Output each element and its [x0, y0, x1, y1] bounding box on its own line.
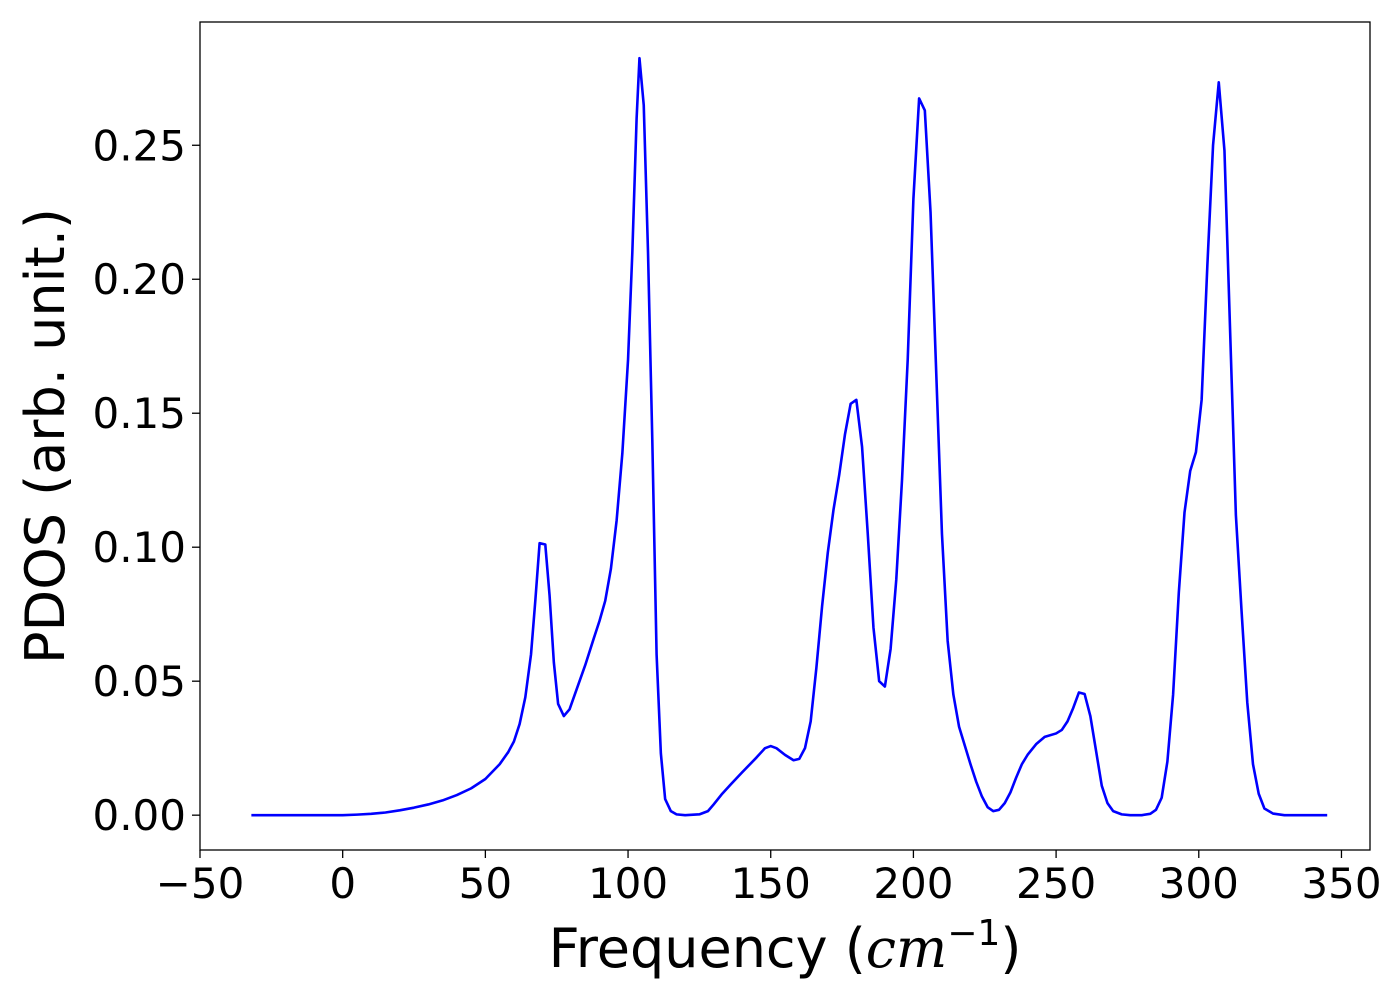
x-axis-title-text: Frequency — [549, 917, 828, 980]
series-layer — [251, 56, 1328, 817]
x-axis-unit-exponent: −1 — [947, 913, 1000, 954]
x-axis-title: Frequency (cm−1) — [549, 913, 1022, 980]
y-tick-label: 0.00 — [92, 791, 186, 840]
y-tick-label: 0.25 — [92, 121, 186, 170]
x-tick-label: 0 — [329, 859, 356, 908]
x-tick-label: 350 — [1301, 859, 1381, 908]
y-tick-label: 0.15 — [92, 389, 186, 438]
x-tick-label: 300 — [1159, 859, 1239, 908]
x-tick-label: 50 — [459, 859, 512, 908]
y-tick-label: 0.20 — [92, 255, 186, 304]
series-line — [251, 56, 1328, 817]
y-tick-label: 0.05 — [92, 657, 186, 706]
x-tick-label: 150 — [731, 859, 811, 908]
plot-frame — [199, 21, 1371, 851]
y-axis-title: PDOS (arb. unit.) — [14, 208, 77, 664]
x-axis-unit-base: cm — [866, 917, 947, 980]
x-tick-label: 100 — [588, 859, 668, 908]
x-tick-label: 200 — [873, 859, 953, 908]
y-axis: 0.00 0.05 0.10 0.15 0.20 0.25 — [92, 121, 200, 840]
x-tick-label: −50 — [156, 859, 245, 908]
x-axis: −50 0 50 100 150 200 250 300 350 — [156, 850, 1382, 908]
x-tick-label: 250 — [1016, 859, 1096, 908]
y-tick-label: 0.10 — [92, 523, 186, 572]
